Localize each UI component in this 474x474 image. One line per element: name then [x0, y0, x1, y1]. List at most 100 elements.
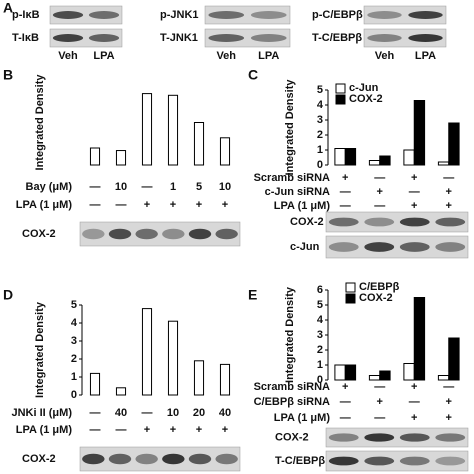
y-tick-label: 2: [317, 344, 323, 356]
blot-band: [88, 34, 120, 42]
y-tick-label: 3: [71, 335, 77, 347]
lane-label: LPA: [258, 50, 279, 62]
blot-band: [208, 34, 245, 42]
y-tick-label: 4: [71, 317, 78, 329]
blot: [49, 5, 123, 25]
y-tick-label: 1: [317, 359, 323, 371]
treatment-label: c-Jun siRNA: [265, 186, 330, 198]
blot-label: COX-2: [22, 453, 56, 465]
bar: [193, 122, 205, 166]
treatment-value: +: [196, 424, 202, 436]
treatment-value: —: [374, 172, 385, 184]
blot-label: COX-2: [290, 216, 324, 228]
y-tick-label: 6: [317, 284, 323, 296]
bar: [379, 155, 391, 166]
treatment-value: —: [142, 407, 153, 419]
panel-letter: E: [248, 287, 257, 303]
legend-swatch: [345, 293, 356, 304]
bar: [413, 100, 426, 166]
lane-label: LPA: [415, 50, 436, 62]
treatment-value: +: [222, 424, 228, 436]
blot-band: [162, 453, 185, 465]
y-tick-label: 1: [317, 144, 323, 156]
blot: [204, 28, 291, 48]
blot: [325, 427, 469, 448]
y-axis-label: Integrated Density: [34, 301, 46, 398]
treatment-value: +: [196, 199, 202, 211]
bar: [167, 94, 179, 166]
legend-swatch: [335, 94, 346, 105]
blot: [79, 446, 241, 472]
y-axis-label: Integrated Density: [284, 286, 296, 383]
treatment-value: —: [90, 199, 101, 211]
blot-band: [215, 228, 238, 240]
treatment-label: LPA (1 μM): [274, 412, 331, 424]
bar: [89, 147, 101, 166]
blot-band: [135, 453, 158, 465]
blot-band: [367, 11, 402, 19]
treatment-value: +: [377, 186, 383, 198]
treatment-value: 10: [115, 181, 127, 193]
blot-band: [250, 34, 287, 42]
blot-band: [108, 228, 132, 240]
treatment-label: JNKi II (μM): [11, 407, 72, 419]
blot-band: [364, 217, 395, 227]
y-tick-label: 1: [71, 371, 77, 383]
blot-band: [52, 34, 84, 42]
legend-label: c-Jun: [349, 82, 379, 94]
blot-band: [367, 34, 402, 42]
blot-band: [364, 242, 395, 252]
bar: [193, 360, 205, 396]
bar: [115, 387, 127, 396]
blot-label: p-IκB: [12, 9, 40, 21]
panel-letter: D: [3, 287, 13, 303]
blot-band: [162, 228, 185, 240]
blot-label: T-C/EBPβ: [275, 455, 325, 467]
y-tick-label: 3: [317, 114, 323, 126]
y-axis-label: Integrated Density: [34, 74, 46, 171]
y-tick-label: 0: [317, 159, 323, 171]
treatment-value: 40: [115, 407, 127, 419]
legend-swatch: [345, 282, 356, 293]
blot-band: [188, 453, 212, 465]
y-tick-label: 2: [71, 353, 77, 365]
treatment-value: —: [340, 200, 351, 212]
blot-label: T-C/EBPβ: [312, 32, 362, 44]
treatment-value: —: [374, 381, 385, 393]
legend-label: COX-2: [359, 292, 393, 304]
blot-band: [82, 453, 105, 465]
treatment-value: +: [170, 199, 176, 211]
treatment-value: 10: [167, 407, 179, 419]
blot-band: [250, 11, 287, 19]
blot-label: T-IκB: [12, 32, 39, 44]
treatment-value: +: [377, 396, 383, 408]
treatment-value: +: [411, 172, 417, 184]
blot-band: [399, 456, 430, 466]
y-tick-label: 5: [71, 299, 77, 311]
y-tick-label: 0: [71, 389, 77, 401]
legend-label: COX-2: [349, 93, 383, 105]
blot-band: [52, 11, 84, 19]
blot-label: COX-2: [275, 431, 309, 443]
treatment-value: —: [90, 424, 101, 436]
bar: [368, 160, 381, 166]
bar: [167, 320, 179, 396]
bar: [344, 148, 357, 166]
treatment-value: —: [90, 181, 101, 193]
bar: [115, 150, 127, 166]
blot-band: [435, 433, 466, 442]
bar: [219, 137, 231, 166]
treatment-label: LPA (1 μM): [16, 424, 73, 436]
blot-band: [364, 456, 395, 466]
lane-label: LPA: [93, 50, 114, 62]
treatment-value: +: [144, 424, 150, 436]
legend-swatch: [335, 83, 346, 94]
treatment-value: —: [409, 186, 420, 198]
treatment-value: +: [411, 381, 417, 393]
treatment-value: —: [116, 424, 127, 436]
y-tick-label: 2: [317, 129, 323, 141]
treatment-label: Scramb siRNA: [254, 172, 330, 184]
treatment-value: +: [342, 172, 348, 184]
y-tick-label: 0: [317, 374, 323, 386]
blot-band: [215, 453, 238, 465]
